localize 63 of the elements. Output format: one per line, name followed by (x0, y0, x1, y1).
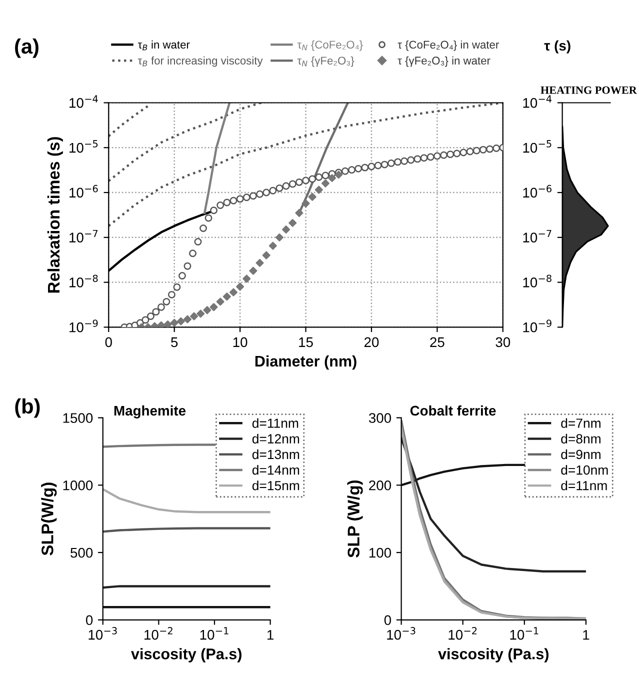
x-tick-label: 10$^{−1}$ (510, 627, 538, 640)
y-axis-title: SLP (W/g) (347, 480, 363, 558)
y-tick-label: 10$^{−9}$ (70, 320, 98, 332)
y-axis-title: SLP(W/g) (41, 482, 57, 556)
legend-label: d=11nm (561, 480, 607, 490)
y-tick-label: 10$^{−4}$ (523, 95, 552, 108)
x-tick-label: 1 (583, 630, 590, 640)
x-tick-label: 10 (233, 337, 248, 348)
legend-label: τ {γFe₂O₃} in water (398, 56, 490, 67)
legend-label: d=11nm (252, 418, 298, 428)
y-tick-label: 0 (86, 615, 93, 626)
y-tick-label: 10$^{−4}$ (70, 95, 98, 108)
y-tick-label: 10$^{−7}$ (70, 230, 98, 242)
x-tick-label: 0 (105, 337, 112, 348)
chart-title: Cobalt ferrite (410, 405, 496, 416)
y-tick-label: 100 (369, 548, 392, 558)
y-tick-label: 300 (368, 413, 392, 423)
text: (b) (15, 398, 40, 418)
y-tick-label: 0 (384, 615, 392, 626)
legend-label: d=9nm (561, 449, 600, 460)
x-tick-label: 20 (364, 337, 379, 348)
x-tick-label: 30 (496, 337, 510, 348)
legend-label: d=13nm (252, 449, 300, 460)
y-tick-label: 10$^{−8}$ (70, 274, 98, 288)
x-tick-label: 5 (171, 337, 178, 348)
y-tick-label: 10$^{−9}$ (523, 320, 552, 332)
chart-title: Maghemite (114, 405, 186, 418)
y-tick-label: 10$^{−7}$ (523, 230, 552, 242)
legend-label: τ$_{B}$ for increasing viscosity (138, 56, 263, 67)
y-tick-label: 10$^{−5}$ (523, 140, 552, 153)
legend-label: τ$_{B}$ in water (138, 40, 190, 50)
legend-label: d=15nm (252, 480, 300, 490)
x-tick-label: 10$^{−2}$ (448, 627, 477, 640)
x-axis-title: viscosity (Pa.s) (131, 648, 242, 662)
y-tick-label: 10$^{−5}$ (70, 140, 98, 153)
y-tick-label: 10$^{−6}$ (70, 184, 98, 198)
legend-label: d=10nm (561, 465, 608, 475)
y-tick-label: 10$^{−8}$ (523, 274, 552, 288)
legend-label: τ$_{N}$ {CoFe₂O₄} (297, 40, 363, 51)
x-tick-label: 25 (430, 337, 444, 348)
legend-label: τ {CoFe₂O₄} in water (398, 40, 499, 51)
legend-label: τ$_{N}$ {γFe₂O₃} (297, 56, 354, 67)
x-axis-title: HEATING POWER (540, 86, 637, 94)
x-axis-title: Diameter (nm) (255, 355, 356, 370)
y-tick-label: 500 (70, 548, 93, 558)
y-tick-label: 200 (369, 480, 392, 490)
y-axis-title: τ (s) (544, 40, 570, 54)
y-tick-label: 1000 (63, 480, 93, 490)
legend-label: d=8nm (561, 434, 600, 444)
legend-label: d=7nm (561, 418, 600, 428)
y-tick-label: 10$^{−6}$ (523, 184, 552, 198)
x-tick-label: 10$^{−2}$ (144, 627, 172, 640)
x-axis-title: viscosity (Pa.s) (438, 648, 548, 662)
x-tick-label: 1 (267, 630, 274, 640)
x-tick-label: 10$^{−1}$ (200, 627, 228, 640)
text: (a) (15, 38, 38, 58)
x-tick-label: 10$^{−3}$ (88, 627, 117, 640)
legend-label: d=12nm (252, 434, 300, 444)
y-axis-title: Relaxation times (s) (47, 137, 63, 293)
legend-label: d=14nm (252, 465, 300, 475)
y-tick-label: 1500 (63, 413, 93, 423)
x-tick-label: 15 (299, 337, 313, 348)
x-tick-label: 10$^{−3}$ (387, 627, 416, 640)
